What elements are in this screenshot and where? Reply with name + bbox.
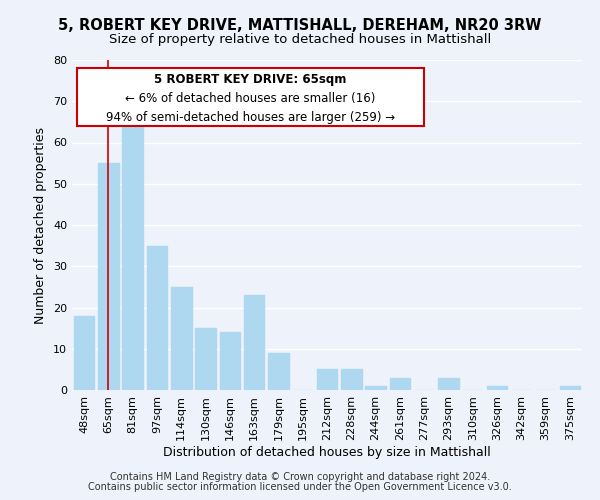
Bar xyxy=(146,246,167,390)
Bar xyxy=(98,163,119,390)
FancyBboxPatch shape xyxy=(77,68,424,126)
Bar xyxy=(171,287,191,390)
Bar xyxy=(560,386,580,390)
Text: Size of property relative to detached houses in Mattishall: Size of property relative to detached ho… xyxy=(109,32,491,46)
X-axis label: Distribution of detached houses by size in Mattishall: Distribution of detached houses by size … xyxy=(163,446,491,458)
Text: Contains HM Land Registry data © Crown copyright and database right 2024.: Contains HM Land Registry data © Crown c… xyxy=(110,472,490,482)
Bar xyxy=(122,118,143,390)
Bar xyxy=(438,378,459,390)
Text: ← 6% of detached houses are smaller (16): ← 6% of detached houses are smaller (16) xyxy=(125,92,376,105)
Bar xyxy=(220,332,240,390)
Bar xyxy=(195,328,216,390)
Text: Contains public sector information licensed under the Open Government Licence v3: Contains public sector information licen… xyxy=(88,482,512,492)
Bar xyxy=(365,386,386,390)
Bar xyxy=(389,378,410,390)
Bar xyxy=(74,316,94,390)
Y-axis label: Number of detached properties: Number of detached properties xyxy=(34,126,47,324)
Bar xyxy=(244,295,265,390)
Text: 5 ROBERT KEY DRIVE: 65sqm: 5 ROBERT KEY DRIVE: 65sqm xyxy=(154,73,347,86)
Text: 94% of semi-detached houses are larger (259) →: 94% of semi-detached houses are larger (… xyxy=(106,111,395,124)
Bar xyxy=(268,353,289,390)
Text: 5, ROBERT KEY DRIVE, MATTISHALL, DEREHAM, NR20 3RW: 5, ROBERT KEY DRIVE, MATTISHALL, DEREHAM… xyxy=(58,18,542,32)
Bar xyxy=(341,370,362,390)
Bar xyxy=(487,386,508,390)
Bar xyxy=(317,370,337,390)
